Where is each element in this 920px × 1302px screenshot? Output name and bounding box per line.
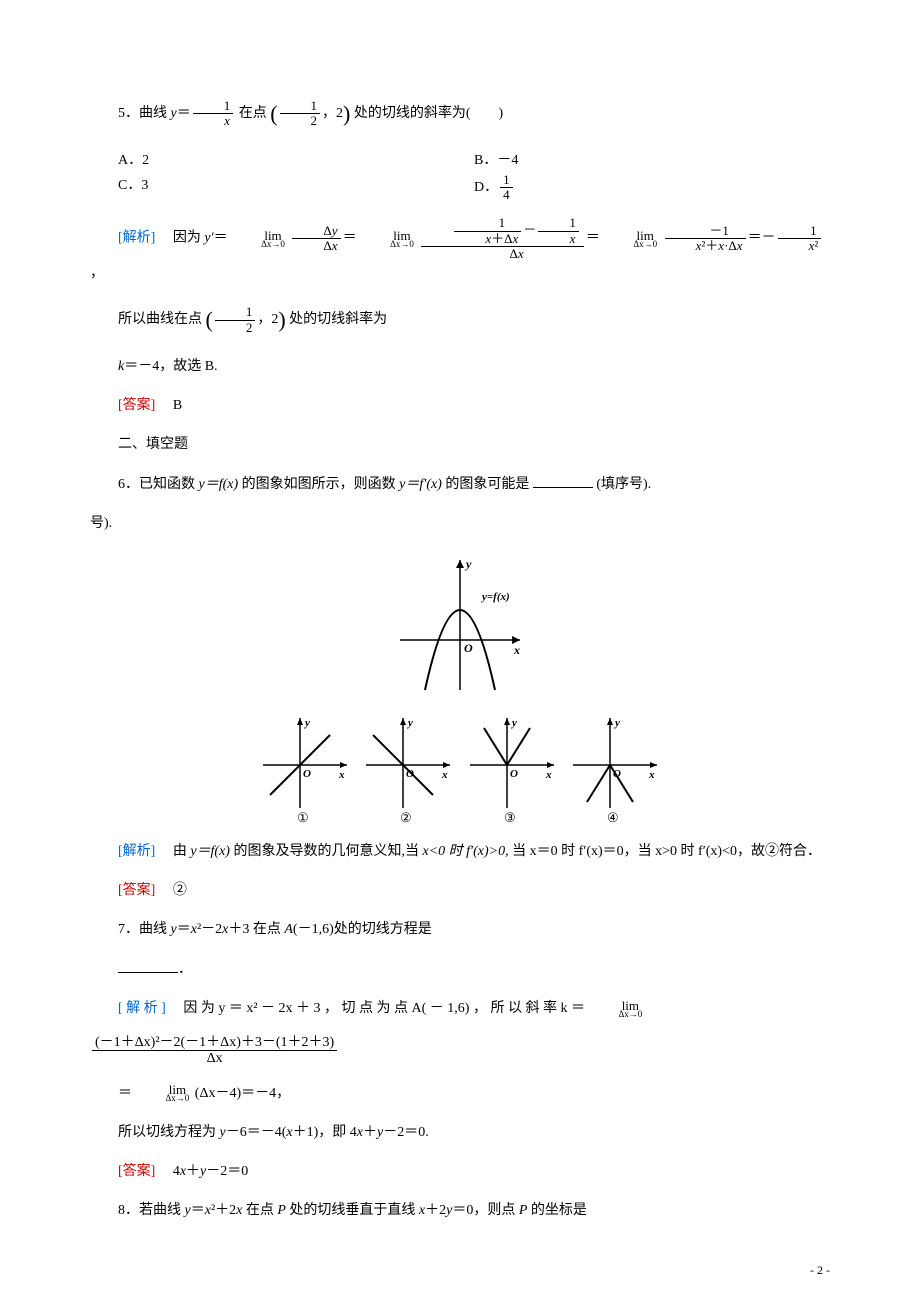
- q5-analysis: [解析] 因为 y′＝ limΔx→0 ΔyΔx＝ limΔx→0 1x＋Δx－…: [90, 216, 830, 286]
- section2-title: 二、填空题: [90, 432, 830, 457]
- q7-analysis-line2: ＝ limΔx→0 (Δx－4)＝－4，: [90, 1081, 830, 1106]
- svg-text:x: x: [338, 769, 345, 781]
- svg-text:③: ③: [504, 810, 516, 825]
- svg-text:x: x: [513, 643, 520, 657]
- answer-label: [答案]: [118, 1164, 155, 1179]
- q5-analysis-line2: 所以曲线在点 (12，2) 处的切线斜率为: [90, 300, 830, 340]
- q5-options-row1: A．2 B．－4: [118, 148, 830, 173]
- svg-text:O: O: [406, 768, 414, 780]
- q5-optA: A．2: [118, 148, 474, 173]
- q7-analysis-line3: 所以切线方程为 y－6＝－4(x＋1)，即 4x＋y－2＝0.: [90, 1120, 830, 1145]
- q7-analysis: [ 解 析 ] 因 为 y ＝ x² － 2x ＋ 3 ， 切 点 为 点 A(…: [90, 996, 830, 1021]
- q5-stem: 5．曲线 y＝1x 在点 (12，2) 处的切线的斜率为( ): [90, 94, 830, 134]
- blank-fill: [533, 473, 593, 488]
- page-number: - 2 -: [810, 1260, 830, 1282]
- q6-option-figures: O x y ① O x y ② O x y ③: [90, 710, 830, 825]
- q5-analysis-line3: k＝－4，故选 B.: [90, 354, 830, 379]
- svg-text:y: y: [464, 557, 472, 571]
- q7-blank: ．: [90, 957, 830, 982]
- analysis-label: [解析]: [118, 231, 155, 246]
- q7-answer: [答案] 4x＋y－2＝0: [90, 1159, 830, 1184]
- parabola-graph: O x y y=f(x): [390, 550, 530, 700]
- svg-text:x: x: [648, 769, 655, 781]
- q5-stem-mid2: 处的切线的斜率为( ): [354, 106, 503, 121]
- q5-options-row2: C．3 D．14: [118, 173, 830, 203]
- svg-text:②: ②: [400, 810, 412, 825]
- svg-text:①: ①: [297, 810, 309, 825]
- q5-answer: [答案] B: [90, 393, 830, 418]
- q7-stem: 7．曲线 y＝x²－2x＋3 在点 A(－1,6)处的切线方程是: [90, 917, 830, 942]
- svg-text:O: O: [510, 768, 518, 780]
- option-graph-2: O x y ②: [358, 710, 458, 825]
- svg-text:y: y: [613, 717, 620, 729]
- svg-text:y: y: [303, 717, 310, 729]
- svg-text:x: x: [545, 769, 552, 781]
- svg-text:O: O: [303, 768, 311, 780]
- analysis-label: [ 解 析 ]: [118, 1001, 166, 1016]
- svg-text:y: y: [406, 717, 413, 729]
- q6-analysis: [解析] 由 y＝f(x) 的图象及导数的几何意义知,当 x<0 时 f′(x)…: [90, 839, 830, 864]
- q5-stem-pre: 5．曲线: [118, 106, 171, 121]
- answer-label: [答案]: [118, 883, 155, 898]
- svg-text:O: O: [464, 641, 473, 655]
- q6-main-figure: O x y y=f(x): [90, 550, 830, 700]
- svg-text:O: O: [613, 768, 621, 780]
- q8-stem: 8．若曲线 y＝x²＋2x 在点 P 处的切线垂直于直线 x＋2y＝0，则点 P…: [90, 1198, 830, 1223]
- q5-optD: D．14: [474, 173, 830, 203]
- svg-text:④: ④: [607, 810, 619, 825]
- svg-text:y: y: [510, 717, 517, 729]
- answer-label: [答案]: [118, 398, 155, 413]
- q6-stem: 6．已知函数 y＝f(x) 的图象如图所示，则函数 y＝f′(x) 的图象可能是…: [90, 472, 830, 497]
- q7-fraction: (－1＋Δx)²－2(－1＋Δx)＋3－(1＋2＋3) Δx: [90, 1035, 830, 1067]
- q6-answer: [答案] ②: [90, 878, 830, 903]
- option-graph-4: O x y ④: [565, 710, 665, 825]
- q6-stem-tail-line: 号).: [90, 511, 830, 536]
- svg-text:x: x: [441, 769, 448, 781]
- svg-text:y=f(x): y=f(x): [480, 591, 510, 603]
- option-graph-3: O x y ③: [462, 710, 562, 825]
- q5-optB: B．－4: [474, 148, 830, 173]
- q5-stem-mid1: 在点: [239, 106, 267, 121]
- analysis-label: [解析]: [118, 844, 155, 859]
- q5-optC: C．3: [118, 173, 474, 203]
- option-graph-1: O x y ①: [255, 710, 355, 825]
